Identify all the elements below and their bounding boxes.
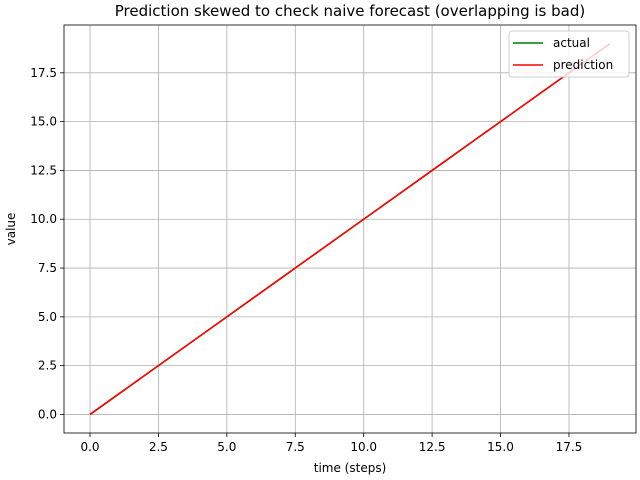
- x-tick-label: 7.5: [286, 440, 305, 454]
- y-axis-ticks: 0.0 2.5 5.0 7.5 10.0 12.5 15.0 17.5: [30, 66, 64, 421]
- series-line-prediction: [89, 42, 611, 416]
- legend-label-actual: actual: [553, 36, 590, 50]
- y-tick-label: 7.5: [38, 261, 57, 275]
- x-tick-label: 2.5: [149, 440, 168, 454]
- x-tick-label: 0.0: [80, 440, 99, 454]
- grid-lines: [64, 25, 636, 433]
- x-axis-ticks: 0.0 2.5 5.0 7.5 10.0 12.5 15.0 17.5: [80, 433, 582, 454]
- y-tick-label: 5.0: [38, 310, 57, 324]
- y-tick-label: 10.0: [30, 212, 57, 226]
- x-axis-label: time (steps): [314, 461, 387, 475]
- y-tick-label: 15.0: [30, 115, 57, 129]
- y-tick-label: 17.5: [30, 66, 57, 80]
- x-tick-label: 17.5: [556, 440, 583, 454]
- legend: actual prediction: [508, 30, 630, 78]
- x-tick-label: 5.0: [217, 440, 236, 454]
- plot-frame: [63, 24, 637, 434]
- legend-label-prediction: prediction: [553, 58, 613, 72]
- y-axis-label: value: [4, 213, 18, 246]
- y-tick-label: 12.5: [30, 163, 57, 177]
- x-tick-label: 15.0: [487, 440, 514, 454]
- x-tick-label: 12.5: [419, 440, 446, 454]
- x-tick-label: 10.0: [350, 440, 377, 454]
- y-tick-label: 0.0: [38, 407, 57, 421]
- y-tick-label: 2.5: [38, 359, 57, 373]
- series-lines: [89, 42, 611, 416]
- chart-title: Prediction skewed to check naive forecas…: [115, 2, 585, 20]
